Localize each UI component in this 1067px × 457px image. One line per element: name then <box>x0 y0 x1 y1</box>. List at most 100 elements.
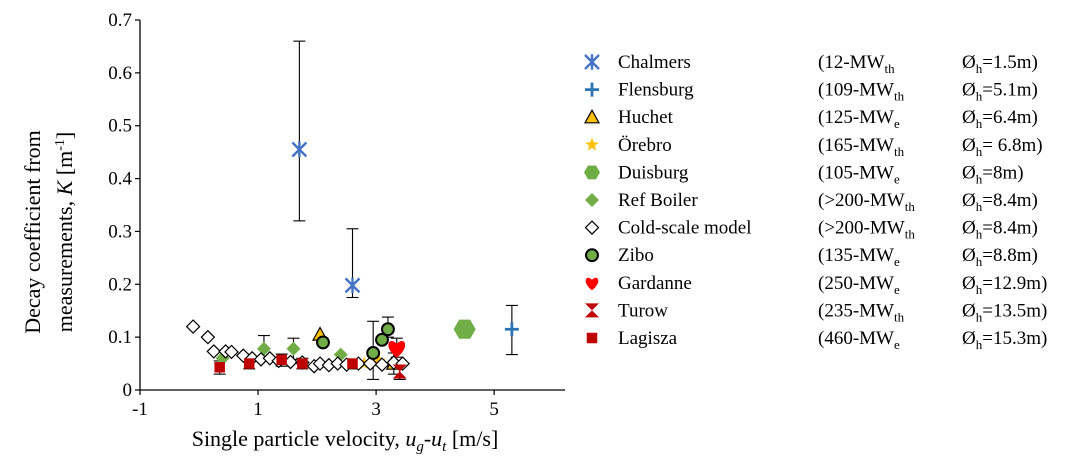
data-point-cold-scale-model <box>330 356 346 371</box>
legend-info-power: (135-MW <box>818 245 894 266</box>
legend-info: (12-MWth Øh=1.5m) <box>818 52 1038 76</box>
y-tick-label: 0.4 <box>108 169 132 190</box>
legend-label: Turow <box>618 300 668 321</box>
legend-info-power-sub: e <box>894 337 900 352</box>
legend-info-diam-sub: h <box>976 254 983 269</box>
x-axis-title-sub1: g <box>416 439 424 455</box>
legend-info: (235-MWth Øh=13.5m) <box>818 300 1047 324</box>
legend-info-power-sub: th <box>894 89 905 104</box>
data-point-chalmers <box>344 277 361 294</box>
legend-item-zibo: Zibo (135-MWe Øh=8.8m) <box>585 245 1038 269</box>
legend-info: (>200-MWth Øh=8.4m) <box>818 190 1038 214</box>
legend-info-power: (165-MW <box>818 135 894 156</box>
legend-info-power: (125-MW <box>818 107 894 128</box>
legend-info-diam-symbol: Ø <box>962 162 976 183</box>
x-tick-label: 3 <box>371 399 381 420</box>
data-point-zibo <box>380 322 395 337</box>
legend-marker-turow <box>585 303 599 318</box>
legend-label: Duisburg <box>618 162 689 183</box>
legend-marker-chalmers <box>584 54 600 70</box>
legend-info-diam-value: =8.4m) <box>982 190 1038 211</box>
legend-info-diam-value: =8.4m) <box>982 218 1038 239</box>
y-axis-title-symbol: K <box>52 179 77 196</box>
data-point-lagisza <box>347 358 358 369</box>
x-tick-label: 5 <box>489 399 499 420</box>
legend-info-diam-sub: h <box>976 309 983 324</box>
data-point-cold-scale-model <box>224 344 239 360</box>
legend-info-power-sub: e <box>894 254 900 269</box>
data-point-lagisza <box>276 354 287 366</box>
data-point-lagisza <box>214 362 225 373</box>
legend-label: Chalmers <box>618 52 691 73</box>
legend-label: Örebro <box>618 135 672 156</box>
legend-info-power-sub: e <box>894 116 900 131</box>
legend-info-power: (109-MW <box>818 80 894 101</box>
legend-marker-gardanne <box>585 277 599 291</box>
legend-marker-duisburg <box>584 165 600 180</box>
x-axis-title-sub2: t <box>442 439 447 455</box>
legend-info-power-sub: th <box>894 309 905 324</box>
legend-info-power-sub: th <box>905 199 916 214</box>
x-axis-title-u2: u <box>431 426 442 451</box>
x-axis-title-dash: - <box>424 426 431 451</box>
legend-info: (109-MWth Øh=5.1m) <box>818 80 1038 104</box>
x-tick-label: -1 <box>132 399 148 420</box>
y-tick-label: 0.7 <box>108 10 132 31</box>
legend-info-diam-sub: h <box>976 282 983 297</box>
legend-info-power: (105-MW <box>818 162 894 183</box>
legend-info-diam-value: = 6.8m) <box>982 135 1042 156</box>
data-point-zibo <box>375 332 389 347</box>
legend-info-diam-symbol: Ø <box>962 245 976 266</box>
legend-label: Huchet <box>618 107 674 128</box>
legend-marker-zibo <box>585 248 599 263</box>
legend-info-power: (235-MW <box>818 300 894 321</box>
legend-item-flensburg: Flensburg (109-MWth Øh=5.1m) <box>585 80 1038 104</box>
legend-info-diam-value: =8m) <box>982 162 1023 183</box>
legend-marker-cold-scale-model <box>584 220 600 235</box>
legend-info: (135-MWe Øh=8.8m) <box>818 245 1038 269</box>
legend-info: (105-MWe Øh=8m) <box>818 162 1024 186</box>
legend-info-diam-sub: h <box>976 116 983 131</box>
y-tick-label: 0 <box>123 380 133 401</box>
y-tick-label: 0.6 <box>108 63 132 84</box>
legend-marker-lagisza <box>586 332 598 344</box>
legend-label: Ref Boiler <box>618 190 698 211</box>
legend-info-diam-symbol: Ø <box>962 107 976 128</box>
data-point-turow <box>392 364 407 379</box>
y-tick-label: 0.3 <box>108 221 132 242</box>
legend-info-power: (>200-MW <box>818 190 905 211</box>
legend-info-power-sub: th <box>905 227 916 242</box>
legend-info: (125-MWe Øh=6.4m) <box>818 107 1038 131</box>
legend-info-diam-symbol: Ø <box>962 328 976 349</box>
y-axis-title-unit-close: ] <box>52 132 77 139</box>
legend: Chalmers (12-MWth Øh=1.5m) Flensburg (109-MW… <box>583 52 1047 352</box>
legend-label: Zibo <box>618 245 654 266</box>
axes: 0 0.1 0.2 0.3 0.4 0.5 0.6 0.7 -1 1 3 5 <box>108 10 565 420</box>
legend-label: Gardanne <box>618 273 692 294</box>
data-point-chalmers <box>291 141 308 158</box>
legend-item-cold-scale-model: Cold-scale model (>200-MWth Øh=8.4m) <box>584 218 1038 242</box>
legend-label: Flensburg <box>618 80 694 101</box>
legend-info-diam-value: =15.3m) <box>982 328 1047 349</box>
data-point-cold-scale-model <box>200 329 216 345</box>
y-axis-title-line2: measurements, K [m-1] <box>52 132 77 333</box>
legend-info-diam-symbol: Ø <box>962 300 976 321</box>
data-point-zibo <box>316 335 330 350</box>
legend-item-turow: Turow (235-MWth Øh=13.5m) <box>585 300 1047 324</box>
y-tick-label: 0.2 <box>108 274 132 295</box>
legend-info-diam-symbol: Ø <box>962 135 976 156</box>
legend-info-diam-sub: h <box>976 144 983 159</box>
data-point-lagisza <box>243 358 255 369</box>
legend-info-power: (12-MW <box>818 52 885 73</box>
error-bar-chalmers <box>293 40 306 222</box>
legend-info-power: (460-MW <box>818 328 894 349</box>
legend-info: (>200-MWth Øh=8.4m) <box>818 218 1038 242</box>
data-point-ref-boiler <box>286 341 301 356</box>
legend-item-gardanne: Gardanne (250-MWe Øh=12.9m) <box>585 273 1047 297</box>
legend-item--rebro: Örebro (165-MWth Øh= 6.8m) <box>585 135 1043 159</box>
data-point-cold-scale-model <box>374 357 390 372</box>
data-point-ref-boiler <box>256 341 271 356</box>
legend-info-diam-symbol: Ø <box>962 190 976 211</box>
legend-marker-flensburg <box>585 82 599 97</box>
x-tick-label: 1 <box>253 399 263 420</box>
